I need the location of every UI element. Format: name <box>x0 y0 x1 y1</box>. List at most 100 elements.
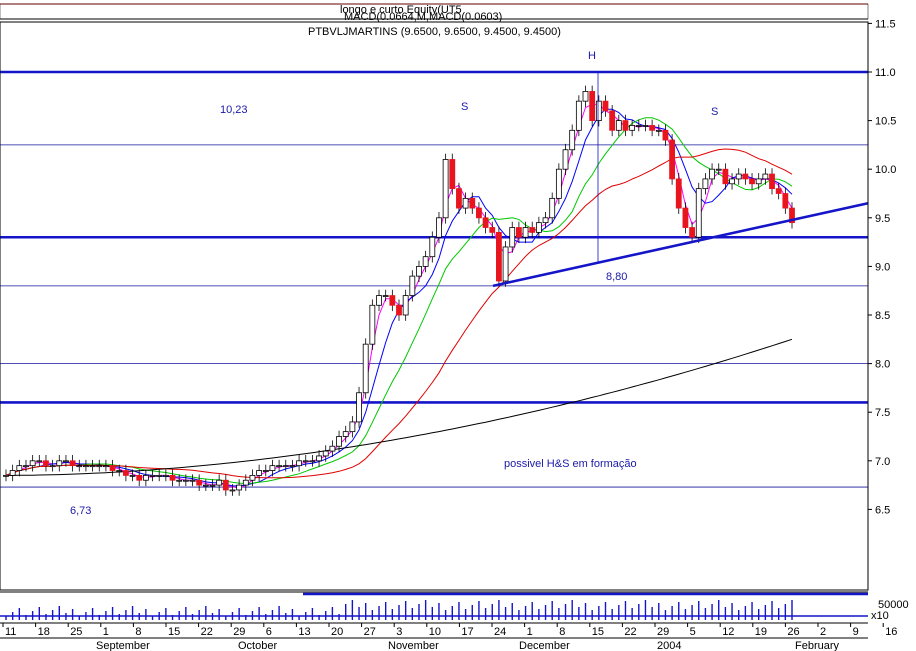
x-month-label-4: 2004 <box>657 640 681 651</box>
candle-66 <box>442 153 449 224</box>
candle-92 <box>615 114 622 137</box>
x-tick-label-16: 1 <box>527 626 533 638</box>
candle-93 <box>622 114 629 137</box>
x-tick-label-3: 1 <box>103 626 109 638</box>
x-tick-label-24: 26 <box>787 626 799 638</box>
y-tick-label-7: 8.0 <box>875 359 890 371</box>
candle-87 <box>582 85 589 107</box>
candle-40 <box>269 459 276 477</box>
candle-74 <box>496 226 502 287</box>
x-tick-label-12: 3 <box>396 626 402 638</box>
candle-27 <box>182 474 189 487</box>
candle-23 <box>156 469 163 482</box>
candle-90 <box>602 95 609 117</box>
candle-11 <box>76 459 83 472</box>
x-tick-label-0: 11 <box>5 626 16 638</box>
ma20-line <box>5 117 793 485</box>
candle-97 <box>649 119 656 137</box>
candle-79 <box>529 221 536 239</box>
y-tick-label-4: 9.5 <box>875 213 890 225</box>
candle-81 <box>542 211 549 229</box>
x-month-label-1: October <box>238 640 277 651</box>
candle-61 <box>409 270 416 302</box>
candle-111 <box>742 168 749 185</box>
candle-17 <box>116 464 123 477</box>
candle-78 <box>522 221 529 244</box>
candle-9 <box>63 454 69 467</box>
volume-scale-label: x10 <box>871 610 889 622</box>
candle-2 <box>16 459 23 477</box>
y-tick-label-5: 9.0 <box>875 261 890 273</box>
candle-45 <box>302 454 309 467</box>
x-tick-label-6: 22 <box>201 626 213 638</box>
x-tick-label-5: 15 <box>168 626 180 638</box>
candle-102 <box>682 202 689 234</box>
x-tick-label-19: 22 <box>624 626 636 638</box>
candle-76 <box>509 221 516 253</box>
x-tick-label-9: 13 <box>298 626 310 638</box>
ma50-line <box>5 148 793 479</box>
right-shoulder-label: S <box>711 106 718 118</box>
candle-24 <box>162 469 169 482</box>
candle-57 <box>382 289 389 302</box>
candle-103 <box>689 221 695 244</box>
level-label-high: 10,23 <box>220 104 248 116</box>
candle-96 <box>642 119 649 132</box>
candle-42 <box>282 459 289 472</box>
overview-strip: longo e curto Equity(UT5 MACD(0.0664,M,M… <box>0 3 869 23</box>
candle-112 <box>749 173 755 190</box>
candle-54 <box>362 338 369 399</box>
x-tick-label-1: 18 <box>38 626 50 638</box>
candle-60 <box>402 289 409 321</box>
candle-52 <box>349 416 356 438</box>
candle-62 <box>416 260 422 282</box>
x-tick-label-27: 16 <box>885 626 897 638</box>
candle-6 <box>43 454 49 472</box>
price-panel <box>0 70 869 496</box>
candle-46 <box>309 454 316 467</box>
candle-69 <box>462 192 469 214</box>
candle-56 <box>376 289 382 312</box>
candle-105 <box>702 173 709 195</box>
candle-53 <box>356 386 362 428</box>
candle-12 <box>83 459 89 472</box>
candle-59 <box>396 299 402 321</box>
x-tick-label-25: 2 <box>820 626 826 638</box>
candle-116 <box>775 182 782 200</box>
left-shoulder-label: S <box>461 101 468 113</box>
x-tick-label-26: 9 <box>853 626 859 638</box>
candle-21 <box>142 469 149 487</box>
candle-80 <box>535 216 542 239</box>
candle-20 <box>136 469 143 487</box>
x-tick-label-22: 12 <box>722 626 734 638</box>
candle-75 <box>502 241 509 287</box>
candle-64 <box>429 231 436 263</box>
x-month-label-3: December <box>519 640 570 651</box>
candle-58 <box>389 289 396 312</box>
volume-tick-label: 50000 <box>878 599 909 611</box>
neck-level-label: 8,80 <box>606 271 627 283</box>
macd-caption: MACD(0.0664,M,MACD(0.0603) <box>344 11 502 23</box>
candle-73 <box>489 221 496 239</box>
candle-47 <box>316 450 322 467</box>
head-label: H <box>588 50 596 62</box>
candle-44 <box>296 454 302 472</box>
candle-55 <box>369 299 376 350</box>
instrument-title: PTBVLJMARTINS (9.6500, 9.6500, 9.4500, 9… <box>308 26 561 38</box>
x-tick-label-11: 27 <box>364 626 376 638</box>
candle-39 <box>262 464 269 477</box>
candle-107 <box>715 163 722 176</box>
candle-68 <box>456 182 462 214</box>
candle-63 <box>422 250 429 273</box>
candle-31 <box>209 479 216 491</box>
candle-88 <box>589 85 596 127</box>
candle-89 <box>595 95 602 127</box>
candle-30 <box>202 479 209 491</box>
x-tick-label-23: 19 <box>755 626 767 638</box>
ma200-line <box>6 338 793 476</box>
candle-104 <box>695 182 702 244</box>
y-tick-label-2: 10.5 <box>875 116 896 128</box>
x-month-label-2: November <box>388 640 439 651</box>
